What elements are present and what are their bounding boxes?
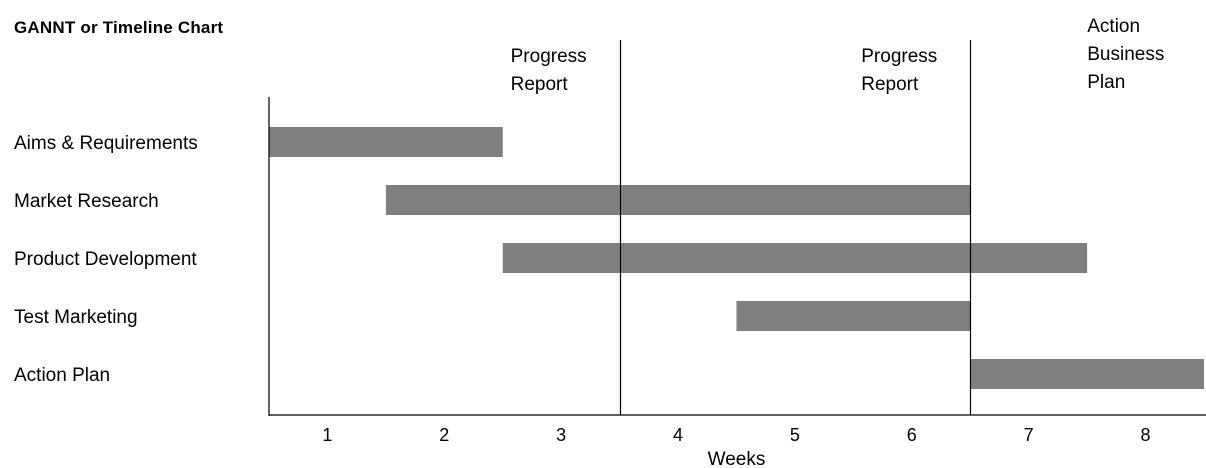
x-tick-label: 2 <box>439 425 449 445</box>
gantt-bar <box>385 185 971 215</box>
x-tick-label: 8 <box>1141 425 1151 445</box>
x-axis-label: Weeks <box>708 449 766 468</box>
gantt-bar <box>970 359 1204 389</box>
milestone-label: Progress <box>511 46 587 67</box>
text-layer: Aims & Requirements Market Research Produc… <box>14 16 1164 468</box>
milestone-label: Progress <box>861 46 937 67</box>
chart-title: GANNT or Timeline Chart <box>14 18 224 37</box>
x-tick-label: 5 <box>790 425 800 445</box>
x-tick-label: 7 <box>1024 425 1034 445</box>
x-tick-label: 3 <box>556 425 566 445</box>
gantt-bar <box>502 243 1088 273</box>
milestone-label: Action <box>1087 16 1140 37</box>
milestone-label: Report <box>511 74 569 95</box>
milestone-label: Report <box>861 74 919 95</box>
task-label: Test Marketing <box>14 307 138 328</box>
x-tick-label: 1 <box>322 425 332 445</box>
x-tick-label: 4 <box>673 425 683 445</box>
task-label: Action Plan <box>14 365 110 386</box>
gantt-bar <box>269 127 503 157</box>
task-label: Market Research <box>14 191 159 212</box>
milestone-label: Business <box>1087 44 1164 65</box>
task-label: Aims & Requirements <box>14 133 198 154</box>
x-tick-label: 6 <box>907 425 917 445</box>
milestone-label: Plan <box>1087 72 1125 93</box>
task-label: Product Development <box>14 249 197 270</box>
bars-layer <box>269 127 1204 389</box>
lines-layer <box>268 40 1206 416</box>
gantt-bar <box>736 301 971 331</box>
